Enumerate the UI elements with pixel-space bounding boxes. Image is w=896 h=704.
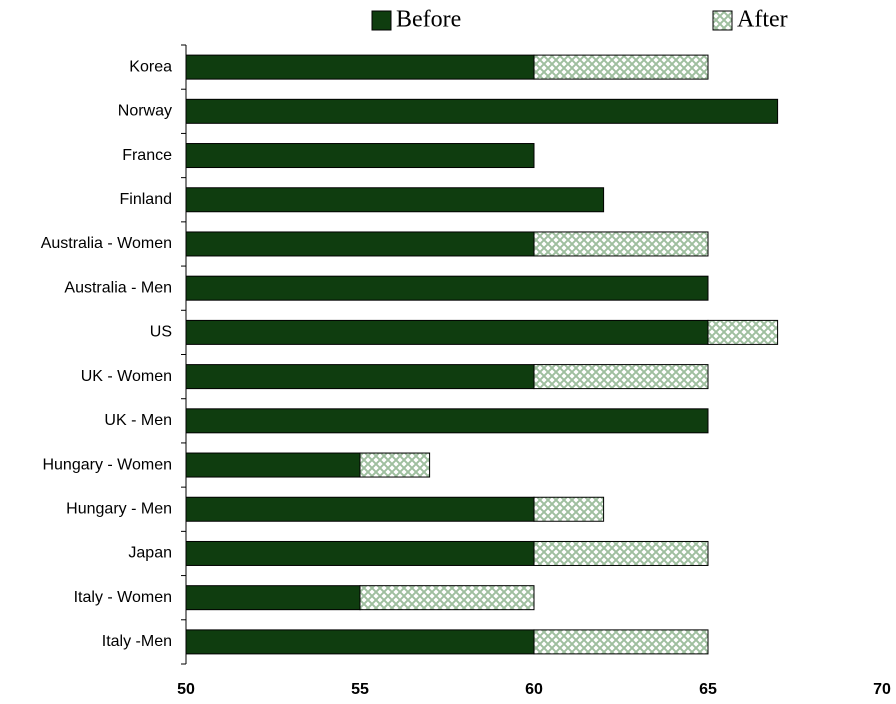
- bar: [533, 231, 709, 257]
- x-tick-label: 60: [525, 681, 543, 698]
- bar: [185, 496, 535, 522]
- y-tick-label: Japan: [128, 545, 172, 562]
- bar: [185, 585, 361, 611]
- y-tick-label: UK - Women: [81, 368, 172, 385]
- y-tick-label: US: [150, 324, 172, 341]
- x-tick-label: 65: [699, 681, 717, 698]
- y-tick-label: Hungary - Women: [42, 456, 172, 473]
- y-tick-label: Finland: [120, 191, 172, 208]
- bar: [185, 319, 709, 345]
- bar: [185, 275, 709, 301]
- bar: [533, 54, 709, 80]
- bar: [185, 629, 535, 655]
- bar: [533, 364, 709, 390]
- bar: [185, 187, 605, 213]
- y-tick-label: UK - Men: [104, 412, 172, 429]
- bar: [185, 540, 535, 566]
- legend-label: After: [737, 7, 788, 33]
- bar: [533, 496, 605, 522]
- bar: [185, 364, 535, 390]
- legend-swatch: [712, 10, 733, 31]
- bar: [185, 408, 709, 434]
- x-tick-label: 50: [177, 681, 195, 698]
- bar: [185, 452, 361, 478]
- y-tick-label: Italy - Women: [74, 589, 172, 606]
- x-tick-label: 55: [351, 681, 369, 698]
- y-tick-label: Australia - Men: [64, 279, 172, 296]
- y-tick-label: Hungary - Men: [66, 500, 172, 517]
- bar: [185, 231, 535, 257]
- bar: [533, 540, 709, 566]
- y-tick-label: Australia - Women: [41, 235, 172, 252]
- y-tick-label: Korea: [129, 58, 172, 75]
- y-tick-label: Italy -Men: [102, 633, 172, 650]
- bar: [707, 319, 779, 345]
- bar: [185, 54, 535, 80]
- legend-label: Before: [396, 7, 461, 33]
- y-tick-label: France: [122, 147, 172, 164]
- bar: [533, 629, 709, 655]
- bar: [359, 452, 431, 478]
- bar: [185, 143, 535, 169]
- bar: [185, 98, 779, 124]
- legend-swatch: [371, 10, 392, 31]
- y-tick-label: Norway: [118, 103, 172, 120]
- x-tick-label: 70: [873, 681, 891, 698]
- bar: [359, 585, 535, 611]
